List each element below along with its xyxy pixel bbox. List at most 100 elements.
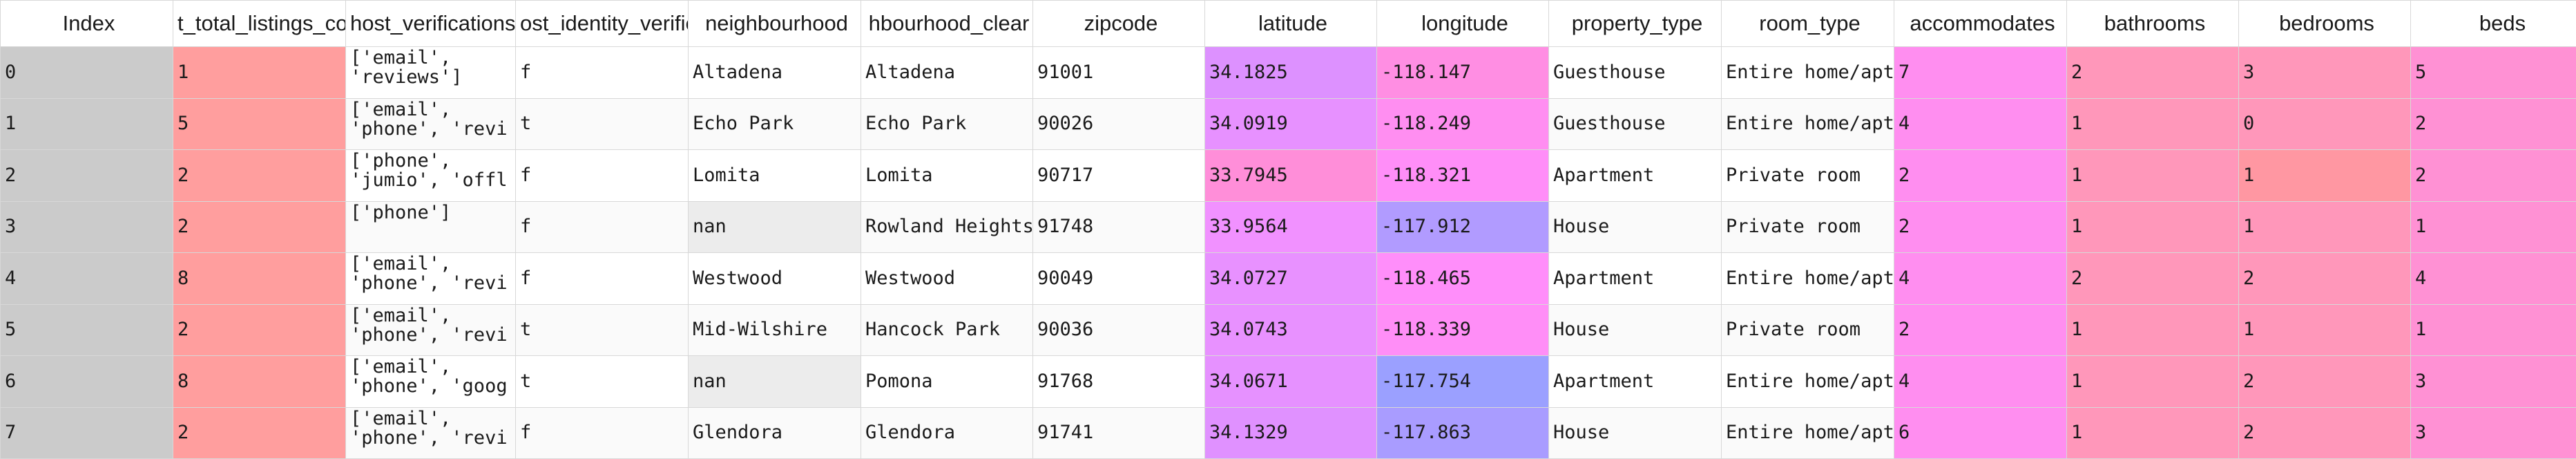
accommodates-cell[interactable]: 4 bbox=[1894, 98, 2067, 150]
bathrooms-cell[interactable]: 1 bbox=[2067, 304, 2239, 356]
beds-cell[interactable]: 5 bbox=[2411, 47, 2576, 99]
column-header-host-total-listings-count[interactable]: t_total_listings_co bbox=[173, 1, 346, 47]
room-type-cell[interactable]: Entire home/apt bbox=[1722, 356, 1894, 408]
beds-cell[interactable]: 2 bbox=[2411, 98, 2576, 150]
bedrooms-cell[interactable]: 2 bbox=[2239, 407, 2411, 459]
room-type-cell[interactable]: Private room bbox=[1722, 304, 1894, 356]
column-header-neighbourhood-cleansed[interactable]: hbourhood_clear bbox=[861, 1, 1033, 47]
index-cell[interactable]: 7 bbox=[1, 407, 173, 459]
column-header-longitude[interactable]: longitude bbox=[1377, 1, 1549, 47]
neighbourhood-cell[interactable]: Echo Park bbox=[689, 98, 861, 150]
bedrooms-cell[interactable]: 3 bbox=[2239, 47, 2411, 99]
longitude-cell[interactable]: -118.249 bbox=[1377, 98, 1549, 150]
beds-cell[interactable]: 1 bbox=[2411, 304, 2576, 356]
bedrooms-cell[interactable]: 1 bbox=[2239, 201, 2411, 253]
longitude-cell[interactable]: -117.912 bbox=[1377, 201, 1549, 253]
neighbourhood-cleansed-cell[interactable]: Lomita bbox=[861, 150, 1033, 202]
verifications-cell[interactable]: ['email','phone', 'revi bbox=[346, 253, 516, 305]
latitude-cell[interactable]: 34.0727 bbox=[1205, 253, 1377, 305]
index-cell[interactable]: 4 bbox=[1, 253, 173, 305]
verifications-cell[interactable]: ['email','phone', 'goog bbox=[346, 356, 516, 408]
bathrooms-cell[interactable]: 1 bbox=[2067, 150, 2239, 202]
column-header-neighbourhood[interactable]: neighbourhood bbox=[689, 1, 861, 47]
bedrooms-cell[interactable]: 0 bbox=[2239, 98, 2411, 150]
neighbourhood-cell[interactable]: Glendora bbox=[689, 407, 861, 459]
room-type-cell[interactable]: Private room bbox=[1722, 201, 1894, 253]
latitude-cell[interactable]: 33.9564 bbox=[1205, 201, 1377, 253]
room-type-cell[interactable]: Entire home/apt bbox=[1722, 98, 1894, 150]
zipcode-cell[interactable]: 90717 bbox=[1033, 150, 1205, 202]
latitude-cell[interactable]: 34.1825 bbox=[1205, 47, 1377, 99]
total-listings-cell[interactable]: 8 bbox=[173, 356, 346, 408]
verifications-cell[interactable]: ['email','phone', 'revi bbox=[346, 98, 516, 150]
verifications-cell[interactable]: ['phone','jumio', 'offl bbox=[346, 150, 516, 202]
beds-cell[interactable]: 1 bbox=[2411, 201, 2576, 253]
identity-verified-cell[interactable]: f bbox=[516, 407, 689, 459]
neighbourhood-cleansed-cell[interactable]: Westwood bbox=[861, 253, 1033, 305]
total-listings-cell[interactable]: 1 bbox=[173, 47, 346, 99]
identity-verified-cell[interactable]: f bbox=[516, 253, 689, 305]
beds-cell[interactable]: 3 bbox=[2411, 407, 2576, 459]
bathrooms-cell[interactable]: 1 bbox=[2067, 407, 2239, 459]
column-header-host-verifications[interactable]: host_verifications bbox=[346, 1, 516, 47]
zipcode-cell[interactable]: 91741 bbox=[1033, 407, 1205, 459]
beds-cell[interactable]: 3 bbox=[2411, 356, 2576, 408]
property-type-cell[interactable]: Apartment bbox=[1549, 253, 1722, 305]
column-header-beds[interactable]: beds bbox=[2411, 1, 2576, 47]
identity-verified-cell[interactable]: t bbox=[516, 98, 689, 150]
longitude-cell[interactable]: -118.339 bbox=[1377, 304, 1549, 356]
identity-verified-cell[interactable]: f bbox=[516, 201, 689, 253]
latitude-cell[interactable]: 33.7945 bbox=[1205, 150, 1377, 202]
neighbourhood-cleansed-cell[interactable]: Rowland Heights bbox=[861, 201, 1033, 253]
room-type-cell[interactable]: Entire home/apt bbox=[1722, 407, 1894, 459]
beds-cell[interactable]: 4 bbox=[2411, 253, 2576, 305]
room-type-cell[interactable]: Entire home/apt bbox=[1722, 47, 1894, 99]
verifications-cell[interactable]: ['email','reviews'] bbox=[346, 47, 516, 99]
bedrooms-cell[interactable]: 1 bbox=[2239, 304, 2411, 356]
bathrooms-cell[interactable]: 2 bbox=[2067, 47, 2239, 99]
property-type-cell[interactable]: House bbox=[1549, 407, 1722, 459]
column-header-bathrooms[interactable]: bathrooms bbox=[2067, 1, 2239, 47]
total-listings-cell[interactable]: 2 bbox=[173, 201, 346, 253]
zipcode-cell[interactable]: 90026 bbox=[1033, 98, 1205, 150]
bedrooms-cell[interactable]: 1 bbox=[2239, 150, 2411, 202]
longitude-cell[interactable]: -117.754 bbox=[1377, 356, 1549, 408]
bedrooms-cell[interactable]: 2 bbox=[2239, 253, 2411, 305]
index-cell[interactable]: 0 bbox=[1, 47, 173, 99]
neighbourhood-cleansed-cell[interactable]: Pomona bbox=[861, 356, 1033, 408]
column-header-host-identity-verified[interactable]: ost_identity_verifie bbox=[516, 1, 689, 47]
total-listings-cell[interactable]: 2 bbox=[173, 304, 346, 356]
accommodates-cell[interactable]: 4 bbox=[1894, 253, 2067, 305]
index-cell[interactable]: 5 bbox=[1, 304, 173, 356]
identity-verified-cell[interactable]: t bbox=[516, 304, 689, 356]
accommodates-cell[interactable]: 2 bbox=[1894, 150, 2067, 202]
accommodates-cell[interactable]: 7 bbox=[1894, 47, 2067, 99]
column-header-zipcode[interactable]: zipcode bbox=[1033, 1, 1205, 47]
verifications-cell[interactable]: ['phone'] bbox=[346, 201, 516, 253]
room-type-cell[interactable]: Entire home/apt bbox=[1722, 253, 1894, 305]
verifications-cell[interactable]: ['email','phone', 'revi bbox=[346, 407, 516, 459]
zipcode-cell[interactable]: 91748 bbox=[1033, 201, 1205, 253]
column-header-room-type[interactable]: room_type bbox=[1722, 1, 1894, 47]
neighbourhood-cleansed-cell[interactable]: Altadena bbox=[861, 47, 1033, 99]
longitude-cell[interactable]: -117.863 bbox=[1377, 407, 1549, 459]
verifications-cell[interactable]: ['email','phone', 'revi bbox=[346, 304, 516, 356]
neighbourhood-cell[interactable]: Lomita bbox=[689, 150, 861, 202]
identity-verified-cell[interactable]: t bbox=[516, 356, 689, 408]
column-header-accommodates[interactable]: accommodates bbox=[1894, 1, 2067, 47]
neighbourhood-cell[interactable]: Westwood bbox=[689, 253, 861, 305]
latitude-cell[interactable]: 34.0919 bbox=[1205, 98, 1377, 150]
index-cell[interactable]: 2 bbox=[1, 150, 173, 202]
latitude-cell[interactable]: 34.0671 bbox=[1205, 356, 1377, 408]
neighbourhood-cleansed-cell[interactable]: Glendora bbox=[861, 407, 1033, 459]
neighbourhood-cell[interactable]: nan bbox=[689, 201, 861, 253]
accommodates-cell[interactable]: 6 bbox=[1894, 407, 2067, 459]
identity-verified-cell[interactable]: f bbox=[516, 47, 689, 99]
bathrooms-cell[interactable]: 2 bbox=[2067, 253, 2239, 305]
zipcode-cell[interactable]: 90036 bbox=[1033, 304, 1205, 356]
bathrooms-cell[interactable]: 1 bbox=[2067, 98, 2239, 150]
longitude-cell[interactable]: -118.321 bbox=[1377, 150, 1549, 202]
property-type-cell[interactable]: Apartment bbox=[1549, 356, 1722, 408]
property-type-cell[interactable]: House bbox=[1549, 201, 1722, 253]
latitude-cell[interactable]: 34.0743 bbox=[1205, 304, 1377, 356]
